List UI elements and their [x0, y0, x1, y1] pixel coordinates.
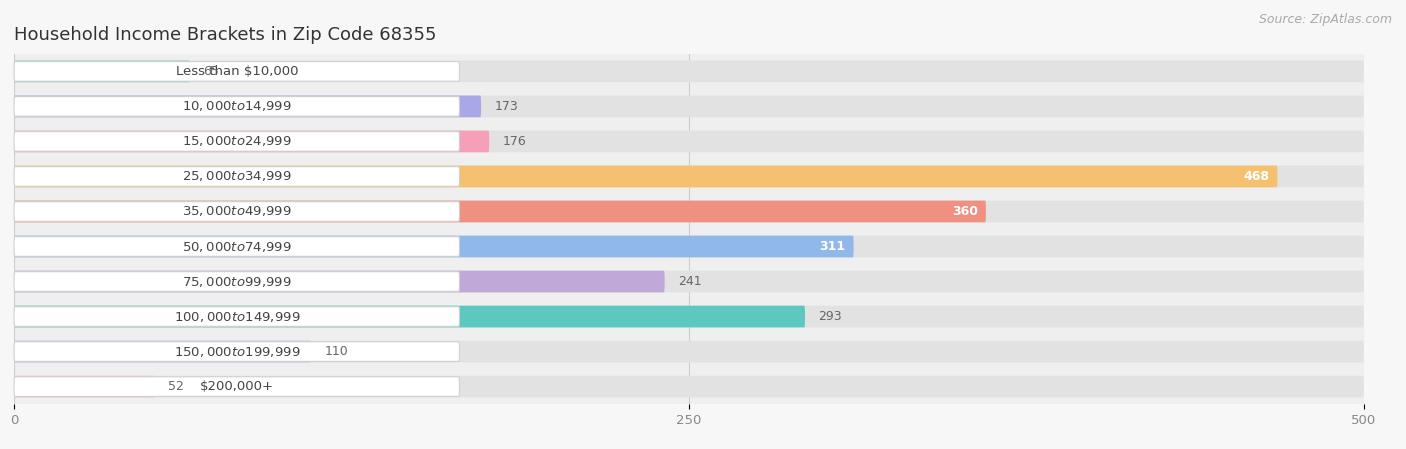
FancyBboxPatch shape — [14, 236, 1364, 257]
Text: Less than $10,000: Less than $10,000 — [176, 65, 298, 78]
Text: $50,000 to $74,999: $50,000 to $74,999 — [181, 239, 291, 254]
FancyBboxPatch shape — [14, 54, 1364, 89]
Text: 293: 293 — [818, 310, 842, 323]
Text: $200,000+: $200,000+ — [200, 380, 274, 393]
FancyBboxPatch shape — [14, 334, 1364, 369]
FancyBboxPatch shape — [14, 159, 1364, 194]
FancyBboxPatch shape — [14, 202, 460, 221]
FancyBboxPatch shape — [14, 369, 1364, 404]
Text: Source: ZipAtlas.com: Source: ZipAtlas.com — [1258, 13, 1392, 26]
FancyBboxPatch shape — [14, 167, 460, 186]
FancyBboxPatch shape — [14, 271, 665, 292]
Text: $10,000 to $14,999: $10,000 to $14,999 — [181, 99, 291, 114]
FancyBboxPatch shape — [14, 376, 1364, 397]
Text: 468: 468 — [1243, 170, 1270, 183]
Text: Household Income Brackets in Zip Code 68355: Household Income Brackets in Zip Code 68… — [14, 26, 436, 44]
FancyBboxPatch shape — [14, 201, 986, 222]
Text: 173: 173 — [495, 100, 519, 113]
Text: 65: 65 — [202, 65, 219, 78]
FancyBboxPatch shape — [14, 272, 460, 291]
Text: 241: 241 — [678, 275, 702, 288]
Text: 176: 176 — [503, 135, 526, 148]
Text: $100,000 to $149,999: $100,000 to $149,999 — [173, 309, 299, 324]
FancyBboxPatch shape — [14, 97, 460, 116]
FancyBboxPatch shape — [14, 342, 460, 361]
FancyBboxPatch shape — [14, 61, 1364, 82]
FancyBboxPatch shape — [14, 132, 460, 151]
Text: $15,000 to $24,999: $15,000 to $24,999 — [181, 134, 291, 149]
FancyBboxPatch shape — [14, 124, 1364, 159]
FancyBboxPatch shape — [14, 264, 1364, 299]
FancyBboxPatch shape — [14, 201, 1364, 222]
FancyBboxPatch shape — [14, 299, 1364, 334]
Text: 360: 360 — [952, 205, 977, 218]
FancyBboxPatch shape — [14, 376, 155, 397]
FancyBboxPatch shape — [14, 61, 190, 82]
FancyBboxPatch shape — [14, 306, 806, 327]
FancyBboxPatch shape — [14, 89, 1364, 124]
FancyBboxPatch shape — [14, 194, 1364, 229]
FancyBboxPatch shape — [14, 341, 1364, 362]
FancyBboxPatch shape — [14, 62, 460, 81]
Text: 311: 311 — [820, 240, 845, 253]
FancyBboxPatch shape — [14, 166, 1278, 187]
FancyBboxPatch shape — [14, 131, 1364, 152]
FancyBboxPatch shape — [14, 271, 1364, 292]
FancyBboxPatch shape — [14, 341, 311, 362]
FancyBboxPatch shape — [14, 131, 489, 152]
FancyBboxPatch shape — [14, 377, 460, 396]
FancyBboxPatch shape — [14, 237, 460, 256]
FancyBboxPatch shape — [14, 229, 1364, 264]
Text: $35,000 to $49,999: $35,000 to $49,999 — [181, 204, 291, 219]
Text: 52: 52 — [167, 380, 184, 393]
Text: $150,000 to $199,999: $150,000 to $199,999 — [173, 344, 299, 359]
FancyBboxPatch shape — [14, 236, 853, 257]
FancyBboxPatch shape — [14, 306, 1364, 327]
Text: $25,000 to $34,999: $25,000 to $34,999 — [181, 169, 291, 184]
FancyBboxPatch shape — [14, 166, 1364, 187]
Text: 110: 110 — [325, 345, 349, 358]
Text: $75,000 to $99,999: $75,000 to $99,999 — [181, 274, 291, 289]
FancyBboxPatch shape — [14, 307, 460, 326]
FancyBboxPatch shape — [14, 96, 481, 117]
FancyBboxPatch shape — [14, 96, 1364, 117]
